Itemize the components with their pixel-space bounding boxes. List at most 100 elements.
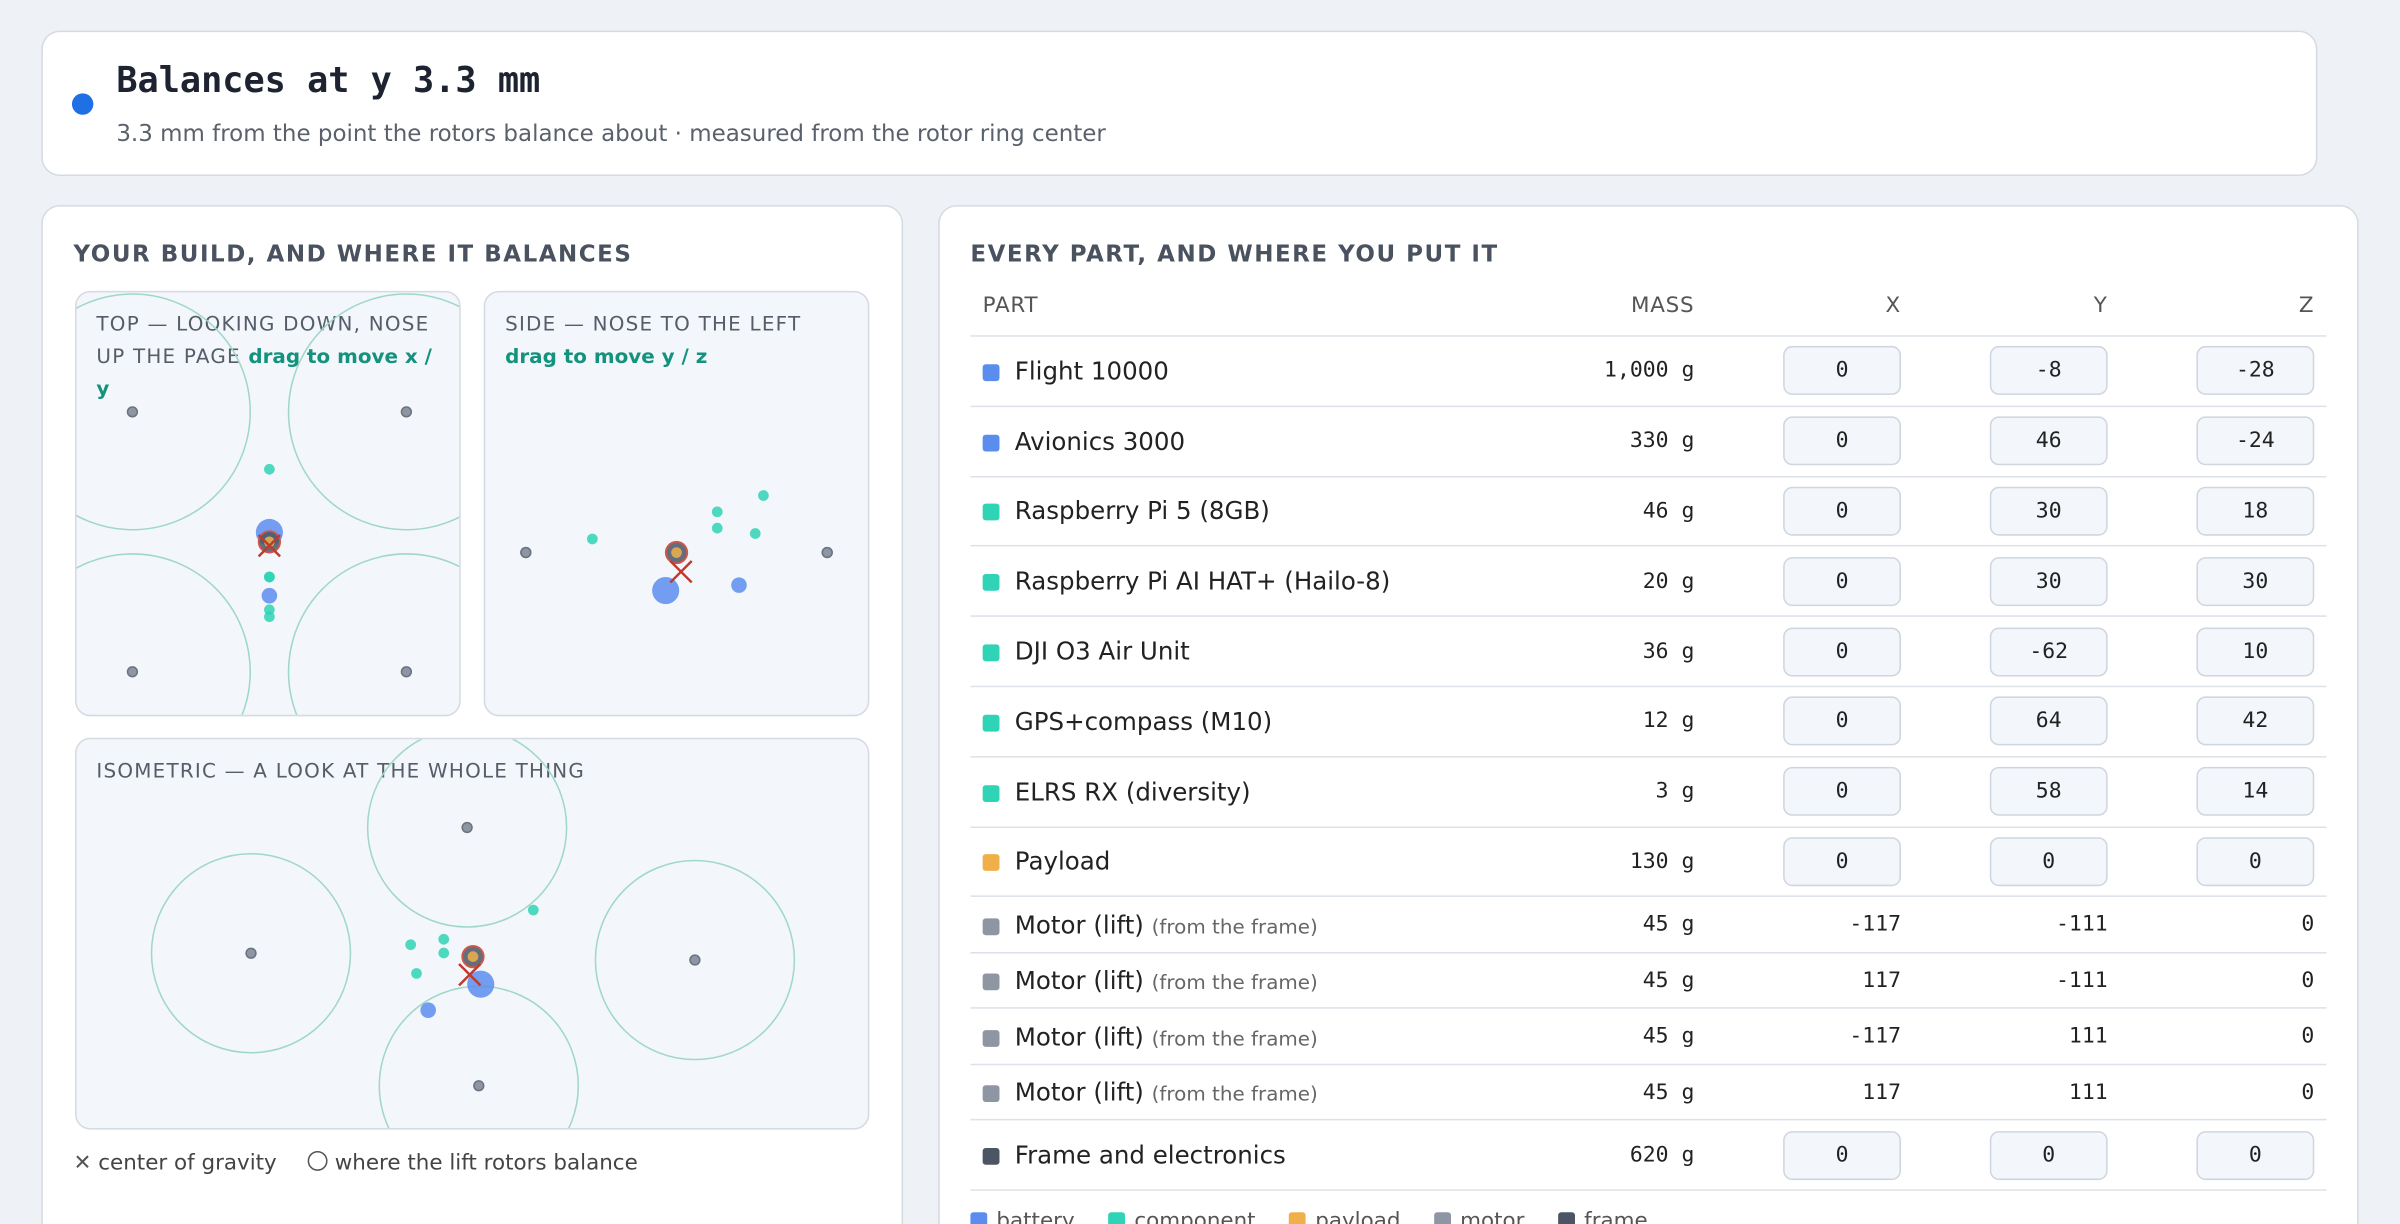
part-cell: Motor (lift) (from the frame) xyxy=(982,910,1511,939)
cg-icon: ✕ xyxy=(73,1151,92,1176)
coord-z: 0 xyxy=(2301,1024,2315,1049)
coord-z-input[interactable] xyxy=(2196,626,2315,676)
status-dot xyxy=(71,93,94,115)
coord-x-input[interactable] xyxy=(1783,486,1902,536)
column-header: X xyxy=(1885,293,1902,318)
part-row: Raspberry Pi 5 (8GB) 46 g xyxy=(970,477,2327,548)
part-dot xyxy=(467,951,479,962)
part-dot xyxy=(711,522,723,534)
part-name: Motor (lift) xyxy=(1014,1021,1144,1051)
kind-swatch xyxy=(1434,1212,1451,1224)
view-title: TOP — LOOKING DOWN, NOSE UP THE PAGE xyxy=(96,313,430,369)
motor-dot xyxy=(400,406,413,418)
coord-x-input[interactable] xyxy=(1783,767,1902,817)
coord-z-input[interactable] xyxy=(2196,767,2315,817)
part-name: Avionics 3000 xyxy=(1014,426,1186,456)
part-dot xyxy=(711,506,723,518)
coord-x: 117 xyxy=(1862,968,1902,993)
view-title: SIDE — NOSE TO THE LEFT drag to move y /… xyxy=(505,309,852,373)
coord-x-input[interactable] xyxy=(1783,626,1902,676)
mass: 36 g xyxy=(1642,639,1695,664)
coord-x-input[interactable] xyxy=(1783,346,1902,396)
kind-swatch xyxy=(982,1085,1000,1103)
kind-swatch xyxy=(982,504,1000,522)
part-dot xyxy=(749,528,761,539)
kind-legend: battery component payload motor frame xyxy=(970,1209,1681,1224)
view-canvas xyxy=(150,739,796,1129)
legend-text: where the lift rotors balance xyxy=(334,1151,638,1176)
coord-z-input[interactable] xyxy=(2196,837,2315,887)
motor-dot xyxy=(520,546,532,559)
mass: 620 g xyxy=(1629,1143,1695,1168)
coord-z: 0 xyxy=(2301,1080,2315,1105)
part-dot xyxy=(264,463,275,475)
part-name: Raspberry Pi AI HAT+ (Hailo-8) xyxy=(1014,566,1391,596)
coord-x: -117 xyxy=(1849,912,1902,937)
coord-x-input[interactable] xyxy=(1783,697,1902,747)
coord-y-input[interactable] xyxy=(1989,346,2108,396)
side-view[interactable]: SIDE — NOSE TO THE LEFT drag to move y /… xyxy=(483,290,870,717)
coord-y-input[interactable] xyxy=(1989,486,2108,536)
heading: EVERY PART, AND WHERE YOU PUT IT xyxy=(970,240,1499,268)
coord-y-input[interactable] xyxy=(1989,416,2108,466)
part-row: Frame and electronics 620 g xyxy=(970,1121,2327,1192)
top-view[interactable]: TOP — LOOKING DOWN, NOSE UP THE PAGE dra… xyxy=(74,290,461,717)
coord-x-input[interactable] xyxy=(1783,416,1902,466)
iso-view: ISOMETRIC — A LOOK AT THE WHOLE THING xyxy=(74,737,870,1130)
coord-z-input[interactable] xyxy=(2196,486,2315,536)
part-name: DJI O3 Air Unit xyxy=(1014,636,1190,666)
part-cell: Motor (lift) (from the frame) xyxy=(982,1078,1511,1107)
part-dot xyxy=(438,933,450,945)
coord-x-input[interactable] xyxy=(1783,1130,1902,1180)
kind-name: motor xyxy=(1460,1209,1525,1224)
kind-swatch xyxy=(970,1212,988,1224)
coord-y-input[interactable] xyxy=(1989,837,2108,887)
hint: drag to move y / z xyxy=(505,345,708,369)
coord-z: 0 xyxy=(2301,968,2315,993)
view-legend: ✕ center of gravity where the lift rotor… xyxy=(73,1151,638,1176)
kind-swatch xyxy=(982,644,1000,662)
motor-dot xyxy=(689,954,701,966)
part-cell: GPS+compass (M10) xyxy=(982,707,1511,736)
part-row: Motor (lift) (from the frame) 45 g -117 111… xyxy=(970,1009,2327,1066)
coord-y-input[interactable] xyxy=(1989,697,2108,747)
coord-y-input[interactable] xyxy=(1989,556,2108,606)
motor-dot xyxy=(821,546,833,559)
part-name: Payload xyxy=(1014,847,1111,877)
center-of-gravity xyxy=(669,560,693,584)
part-name: ELRS RX (diversity) xyxy=(1014,777,1251,807)
kind-item: component xyxy=(1108,1209,1256,1224)
view-title: ISOMETRIC — A LOOK AT THE WHOLE THING xyxy=(96,760,586,784)
status-card: Balances at y 3.3 mm 3.3 mm from the poi… xyxy=(41,30,2318,177)
title: Balances at y 3.3 mm xyxy=(116,61,541,102)
part-cell: Flight 10000 xyxy=(982,356,1511,386)
kind-swatch xyxy=(982,364,1000,381)
kind-swatch xyxy=(982,973,1000,991)
coord-y: -111 xyxy=(2056,968,2108,993)
kind-swatch xyxy=(982,1029,1000,1047)
rotor-disc xyxy=(594,859,796,1061)
coord-y-input[interactable] xyxy=(1989,1130,2108,1180)
part-cell: Raspberry Pi 5 (8GB) xyxy=(982,497,1511,526)
coord-x-input[interactable] xyxy=(1783,837,1902,887)
coord-x-input[interactable] xyxy=(1783,556,1902,606)
part-row: Motor (lift) (from the frame) 45 g -117 -11… xyxy=(970,898,2327,954)
part-row: GPS+compass (M10) 12 g xyxy=(970,687,2327,758)
coord-z-input[interactable] xyxy=(2196,697,2315,747)
coord-z-input[interactable] xyxy=(2196,416,2315,466)
kind-swatch xyxy=(982,917,1000,935)
coord-z-input[interactable] xyxy=(2196,1130,2315,1180)
kind-name: frame xyxy=(1584,1209,1648,1224)
rotor-disc xyxy=(287,293,460,531)
kind-item: battery xyxy=(970,1209,1075,1224)
coord-y-input[interactable] xyxy=(1989,626,2108,676)
coord-y-input[interactable] xyxy=(1989,767,2108,817)
part-row: Avionics 3000 330 g xyxy=(970,407,2327,477)
coord-z-input[interactable] xyxy=(2196,556,2315,606)
kind-swatch xyxy=(1289,1212,1307,1224)
coord-z-input[interactable] xyxy=(2196,346,2315,396)
motor-dot xyxy=(400,666,413,678)
mass: 45 g xyxy=(1642,968,1695,993)
rotor-icon xyxy=(308,1151,328,1171)
